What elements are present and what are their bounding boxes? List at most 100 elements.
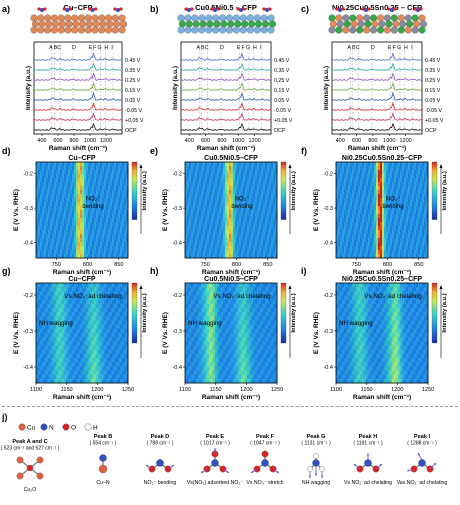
heatmap-cell xyxy=(263,214,265,218)
heatmap-cell xyxy=(82,304,84,308)
y-tick-label: -0.4 xyxy=(172,241,182,247)
heatmap-cell xyxy=(199,178,201,182)
heatmap-cell xyxy=(235,246,237,250)
slab-atom xyxy=(351,21,358,28)
heatmap-cell xyxy=(386,242,388,246)
heatmap-cell xyxy=(420,246,422,250)
heatmap-cell xyxy=(348,182,350,186)
heatmap-cell xyxy=(191,246,193,250)
heatmap-cell xyxy=(74,325,76,329)
heatmap-cell xyxy=(253,238,255,242)
heatmap-cell xyxy=(261,190,263,194)
heatmap-cell xyxy=(376,234,378,238)
heatmap-cell xyxy=(253,210,255,214)
heatmap-cell xyxy=(338,246,340,250)
x-tick-label: 800 xyxy=(83,262,92,268)
raman-trace xyxy=(181,83,271,90)
heatmap-cell xyxy=(94,166,96,170)
heatmap-cell xyxy=(374,214,376,218)
heatmap-cell xyxy=(360,234,362,238)
adsorbate-atom xyxy=(37,7,40,10)
heatmap-cell xyxy=(225,170,227,174)
heatmap-cell xyxy=(52,362,54,366)
heatmap-cell xyxy=(96,182,98,186)
heatmap-cell xyxy=(48,194,50,198)
heatmap-cell xyxy=(193,350,195,354)
heatmap-cell xyxy=(420,206,422,210)
slab-atom xyxy=(39,21,46,28)
heatmap-cell xyxy=(267,242,269,246)
heatmap-cell xyxy=(398,246,400,250)
heatmap-cell xyxy=(118,321,120,325)
heatmap-cell xyxy=(62,287,64,291)
heatmap-cell xyxy=(104,174,106,178)
slab-atom xyxy=(185,15,192,22)
heatmap-cell xyxy=(418,222,420,226)
heatmap-cell xyxy=(358,218,360,222)
heatmap-cell xyxy=(414,238,416,242)
heatmap-cell xyxy=(348,174,350,178)
heatmap-cell xyxy=(221,162,223,166)
heatmap-cell xyxy=(201,246,203,250)
heatmap-cell xyxy=(44,337,46,341)
heatmap-cell xyxy=(38,198,40,202)
heatmap-cell xyxy=(54,337,56,341)
heatmap-cell xyxy=(66,350,68,354)
heatmap-cell xyxy=(199,170,201,174)
heatmap-cell xyxy=(271,250,273,254)
heatmap-cell xyxy=(88,371,90,375)
heatmap-cell xyxy=(265,178,267,182)
map-annotation: bending xyxy=(231,204,252,210)
heatmap-cell xyxy=(199,218,201,222)
heatmap-cell xyxy=(40,206,42,210)
heatmap-cell xyxy=(273,186,275,190)
heatmap-cell xyxy=(374,174,376,178)
heatmap-cell xyxy=(66,234,68,238)
heatmap-cell xyxy=(62,218,64,222)
y-tick-label: -0.3 xyxy=(23,329,33,335)
heatmap-cell xyxy=(199,234,201,238)
heatmap-cell xyxy=(56,174,58,178)
heatmap-cell xyxy=(48,230,50,234)
heatmap-cell xyxy=(54,312,56,316)
heatmap-cell xyxy=(112,178,114,182)
heatmap-cell xyxy=(120,312,122,316)
heatmap-cell xyxy=(424,170,426,174)
heatmap-cell xyxy=(376,226,378,230)
heatmap-cell xyxy=(193,246,195,250)
heatmap-cell xyxy=(94,246,96,250)
heatmap-cell xyxy=(261,174,263,178)
heatmap-cell xyxy=(90,170,92,174)
slab-atom xyxy=(363,27,370,34)
heatmap-cell xyxy=(404,250,406,254)
heatmap-cell xyxy=(215,242,217,246)
heatmap-cell xyxy=(245,226,247,230)
heatmap-cell xyxy=(66,341,68,345)
heatmap-cell xyxy=(84,337,86,341)
heatmap-cell xyxy=(239,166,241,170)
heatmap-cell xyxy=(118,308,120,312)
heatmap-cell xyxy=(410,222,412,226)
heatmap-cell xyxy=(82,174,84,178)
heatmap-cell xyxy=(227,226,229,230)
heatmap-cell xyxy=(54,371,56,375)
heatmap-cell xyxy=(94,321,96,325)
slab-atom xyxy=(219,27,226,34)
heatmap-cell xyxy=(412,210,414,214)
heatmap-cell xyxy=(100,300,102,304)
heatmap-cell xyxy=(86,162,88,166)
heatmap-cell xyxy=(76,230,78,234)
heatmap-cell xyxy=(42,346,44,350)
heatmap-cell xyxy=(106,321,108,325)
heatmap-cell xyxy=(404,186,406,190)
heatmap-cell xyxy=(388,222,390,226)
heatmap-cell xyxy=(259,234,261,238)
heatmap-cell xyxy=(251,226,253,230)
heatmap-cell xyxy=(74,304,76,308)
heatmap-cell xyxy=(265,250,267,254)
heatmap-cell xyxy=(74,170,76,174)
heatmap-cell xyxy=(92,350,94,354)
heatmap-cell xyxy=(195,337,197,341)
heatmap-cell xyxy=(392,242,394,246)
